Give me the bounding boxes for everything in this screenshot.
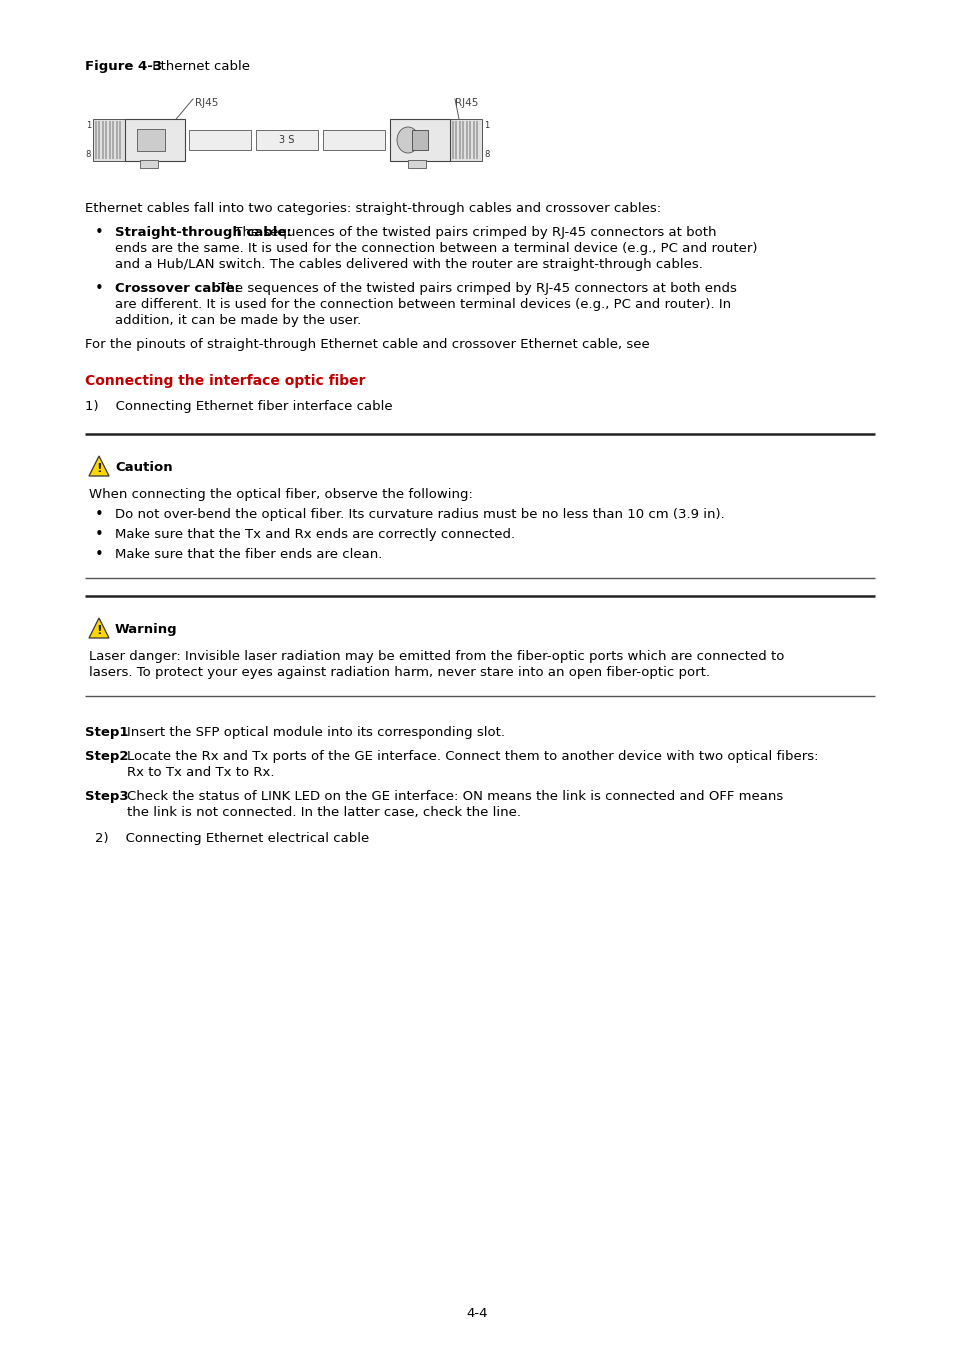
Text: !: ! bbox=[96, 625, 102, 637]
Text: The sequences of the twisted pairs crimped by RJ-45 connectors at both: The sequences of the twisted pairs crimp… bbox=[230, 225, 716, 239]
Bar bbox=[119, 122, 121, 159]
Text: Step1: Step1 bbox=[85, 726, 129, 738]
Polygon shape bbox=[89, 618, 109, 639]
Text: •: • bbox=[95, 508, 104, 522]
Bar bbox=[95, 122, 97, 159]
Text: Rx to Tx and Tx to Rx.: Rx to Tx and Tx to Rx. bbox=[127, 765, 274, 779]
Text: 1)    Connecting Ethernet fiber interface cable: 1) Connecting Ethernet fiber interface c… bbox=[85, 400, 393, 413]
Text: Step3: Step3 bbox=[85, 790, 129, 803]
Text: Crossover cable:: Crossover cable: bbox=[115, 282, 239, 296]
Bar bbox=[408, 161, 426, 167]
Text: 8: 8 bbox=[86, 150, 91, 159]
Bar bbox=[98, 122, 100, 159]
Text: addition, it can be made by the user.: addition, it can be made by the user. bbox=[115, 315, 361, 327]
Text: 3 S: 3 S bbox=[279, 135, 294, 144]
Text: Check the status of LINK LED on the GE interface: ON means the link is connected: Check the status of LINK LED on the GE i… bbox=[127, 790, 782, 803]
Bar bbox=[323, 130, 385, 150]
Text: ends are the same. It is used for the connection between a terminal device (e.g.: ends are the same. It is used for the co… bbox=[115, 242, 757, 255]
Bar bbox=[109, 122, 111, 159]
Bar bbox=[462, 122, 464, 159]
Text: 1: 1 bbox=[86, 122, 91, 130]
Bar bbox=[137, 130, 165, 151]
Bar bbox=[116, 122, 118, 159]
Text: Straight-through cable:: Straight-through cable: bbox=[115, 225, 292, 239]
Text: 1: 1 bbox=[483, 122, 489, 130]
Bar bbox=[255, 130, 317, 150]
Text: Do not over-bend the optical fiber. Its curvature radius must be no less than 10: Do not over-bend the optical fiber. Its … bbox=[115, 508, 724, 521]
Text: and a Hub/LAN switch. The cables delivered with the router are straight-through : and a Hub/LAN switch. The cables deliver… bbox=[115, 258, 702, 271]
Text: RJ45: RJ45 bbox=[194, 99, 218, 108]
Bar bbox=[106, 122, 108, 159]
Text: •: • bbox=[95, 225, 104, 240]
Text: RJ45: RJ45 bbox=[455, 99, 477, 108]
Text: When connecting the optical fiber, observe the following:: When connecting the optical fiber, obser… bbox=[89, 487, 473, 501]
Bar bbox=[465, 122, 468, 159]
Text: Figure 4-3: Figure 4-3 bbox=[85, 59, 162, 73]
Text: •: • bbox=[95, 526, 104, 541]
Bar bbox=[455, 122, 457, 159]
Text: Connecting the interface optic fiber: Connecting the interface optic fiber bbox=[85, 374, 365, 387]
Text: 4-4: 4-4 bbox=[466, 1307, 487, 1320]
Bar bbox=[412, 130, 428, 150]
Text: Step2: Step2 bbox=[85, 751, 129, 763]
Text: the link is not connected. In the latter case, check the line.: the link is not connected. In the latter… bbox=[127, 806, 520, 819]
Bar bbox=[125, 119, 185, 161]
Bar bbox=[390, 119, 450, 161]
Bar bbox=[458, 122, 460, 159]
Text: Locate the Rx and Tx ports of the GE interface. Connect them to another device w: Locate the Rx and Tx ports of the GE int… bbox=[127, 751, 818, 763]
Text: !: ! bbox=[96, 463, 102, 475]
Text: For the pinouts of straight-through Ethernet cable and crossover Ethernet cable,: For the pinouts of straight-through Ethe… bbox=[85, 338, 649, 351]
Text: Warning: Warning bbox=[115, 622, 177, 636]
Text: •: • bbox=[95, 281, 104, 296]
Bar bbox=[473, 122, 475, 159]
Text: 2)    Connecting Ethernet electrical cable: 2) Connecting Ethernet electrical cable bbox=[95, 832, 369, 845]
Bar bbox=[452, 122, 454, 159]
Bar bbox=[476, 122, 478, 159]
Bar bbox=[469, 122, 471, 159]
Ellipse shape bbox=[396, 127, 418, 153]
Bar bbox=[112, 122, 114, 159]
Polygon shape bbox=[89, 456, 109, 477]
Bar bbox=[189, 130, 251, 150]
Text: 8: 8 bbox=[483, 150, 489, 159]
Text: Caution: Caution bbox=[115, 460, 172, 474]
Text: Make sure that the fiber ends are clean.: Make sure that the fiber ends are clean. bbox=[115, 548, 382, 562]
Bar bbox=[102, 122, 104, 159]
Text: Ethernet cables fall into two categories: straight-through cables and crossover : Ethernet cables fall into two categories… bbox=[85, 202, 660, 215]
Text: Insert the SFP optical module into its corresponding slot.: Insert the SFP optical module into its c… bbox=[127, 726, 504, 738]
Text: •: • bbox=[95, 547, 104, 562]
Bar bbox=[140, 161, 158, 167]
Text: are different. It is used for the connection between terminal devices (e.g., PC : are different. It is used for the connec… bbox=[115, 298, 730, 311]
Text: The sequences of the twisted pairs crimped by RJ-45 connectors at both ends: The sequences of the twisted pairs crimp… bbox=[213, 282, 736, 296]
Text: Ethernet cable: Ethernet cable bbox=[148, 59, 250, 73]
Bar bbox=[450, 119, 481, 161]
Bar bbox=[92, 119, 125, 161]
Text: Make sure that the Tx and Rx ends are correctly connected.: Make sure that the Tx and Rx ends are co… bbox=[115, 528, 515, 541]
Text: Laser danger: Invisible laser radiation may be emitted from the fiber-optic port: Laser danger: Invisible laser radiation … bbox=[89, 649, 783, 663]
Text: lasers. To protect your eyes against radiation harm, never stare into an open fi: lasers. To protect your eyes against rad… bbox=[89, 666, 709, 679]
